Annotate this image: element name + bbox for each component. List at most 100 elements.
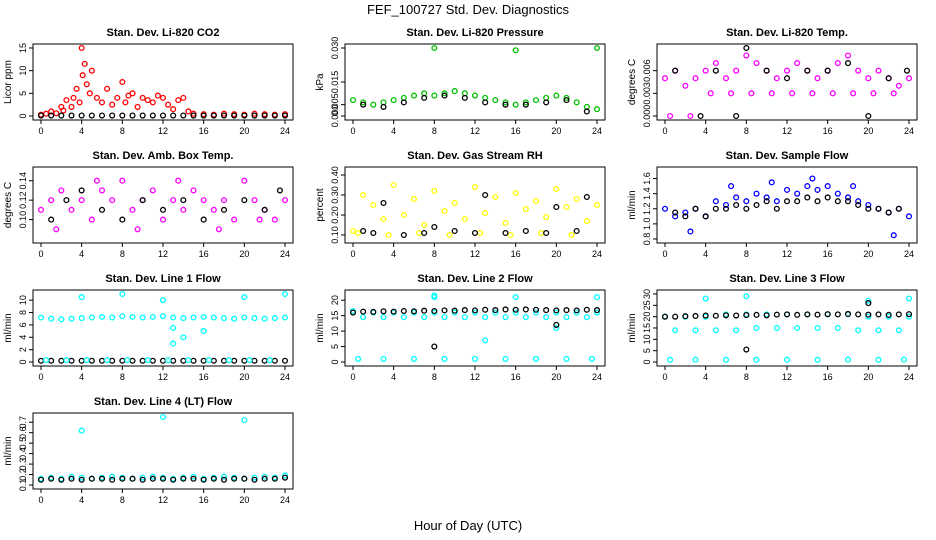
x-tick-label: 0	[38, 372, 43, 382]
data-point	[215, 226, 222, 233]
data-point	[850, 183, 857, 190]
data-point	[672, 327, 679, 334]
x-tick-label: 20	[239, 495, 249, 505]
data-point	[844, 356, 852, 363]
data-point	[722, 205, 730, 212]
data-point	[431, 44, 438, 52]
data-point	[48, 112, 55, 119]
data-point	[885, 75, 892, 82]
data-point	[712, 198, 719, 205]
data-point	[129, 206, 136, 213]
data-point	[241, 294, 248, 301]
data-point	[783, 198, 791, 205]
data-point	[175, 177, 182, 184]
x-tick-label: 16	[511, 372, 521, 382]
panel-8: Stan. Dev. Line 2 Flow ml/min 0 4 8 12 16 20 24 0…	[315, 273, 606, 382]
data-point	[682, 213, 689, 220]
data-point	[93, 94, 100, 101]
figure-xlabel: Hour of Day (UTC)	[414, 518, 522, 533]
data-point	[276, 187, 283, 194]
data-point	[68, 475, 75, 482]
data-point	[390, 181, 397, 189]
data-point	[563, 97, 570, 104]
data-point	[360, 308, 367, 315]
y-axis-label: ml/min	[3, 313, 14, 342]
data-point	[119, 313, 126, 320]
data-point	[875, 327, 882, 334]
data-point	[400, 314, 407, 321]
x-tick-label: 12	[158, 372, 168, 382]
data-point	[241, 197, 248, 204]
data-point	[814, 324, 821, 332]
data-point	[692, 356, 699, 363]
data-point	[431, 294, 438, 301]
data-point	[865, 205, 872, 212]
data-point	[170, 106, 177, 113]
data-point	[266, 357, 273, 364]
x-tick-label: 16	[511, 249, 521, 259]
x-tick-label: 4	[79, 249, 84, 259]
data-point	[170, 340, 177, 347]
series-2	[349, 306, 601, 350]
data-point	[829, 90, 836, 97]
data-point	[672, 313, 679, 320]
series-1	[349, 44, 601, 113]
data-point	[73, 85, 80, 92]
x-tick-label: 20	[239, 372, 249, 382]
x-tick-label: 8	[744, 249, 749, 259]
x-tick-label: 4	[79, 372, 84, 382]
data-point	[532, 306, 540, 313]
data-point	[410, 308, 418, 315]
series-1	[37, 290, 289, 347]
data-point	[794, 324, 801, 332]
panel-title: Stan. Dev. Line 4 (LT) Flow	[94, 396, 233, 408]
data-point	[256, 216, 263, 223]
x-tick-label: 0	[38, 495, 43, 505]
data-point	[421, 94, 428, 101]
data-point	[78, 112, 85, 119]
data-point	[783, 75, 791, 82]
data-point	[241, 417, 248, 424]
data-point	[149, 313, 156, 320]
panel-9: Stan. Dev. Line 3 Flow ml/min 0 4 8 12 16 20 24 0…	[627, 273, 918, 382]
data-point	[180, 112, 187, 119]
data-point	[165, 101, 172, 108]
data-point	[733, 327, 740, 334]
data-point	[543, 307, 550, 314]
data-point	[400, 211, 407, 219]
data-point	[109, 112, 116, 119]
data-point	[231, 475, 238, 482]
y-tick-label: 2	[18, 347, 28, 352]
data-point	[251, 357, 258, 364]
data-point	[532, 309, 540, 316]
data-point	[271, 112, 278, 119]
x-tick-label: 8	[120, 372, 125, 382]
y-tick-label: 10	[18, 295, 28, 305]
data-point	[492, 307, 499, 314]
data-point	[220, 476, 228, 483]
x-tick-label: 24	[592, 126, 602, 136]
data-point	[200, 216, 207, 223]
y-tick-label: 0.005	[330, 93, 340, 116]
y-tick-label: 5	[642, 348, 652, 353]
data-point	[78, 187, 85, 194]
data-point	[165, 357, 172, 364]
series-1	[37, 413, 289, 482]
data-point	[687, 228, 694, 235]
data-point	[471, 309, 479, 316]
data-point	[895, 82, 902, 89]
data-point	[532, 197, 540, 205]
series-1	[661, 175, 913, 239]
data-point	[139, 314, 146, 321]
data-point	[37, 476, 45, 483]
data-point	[482, 337, 489, 344]
data-point	[271, 357, 278, 364]
data-point	[855, 67, 862, 74]
data-point	[903, 67, 911, 74]
data-point	[809, 175, 816, 182]
data-point	[159, 216, 167, 223]
x-tick-label: 16	[199, 372, 209, 382]
x-tick-label: 0	[662, 126, 667, 136]
data-point	[360, 314, 367, 321]
y-tick-label: 5	[330, 344, 340, 349]
